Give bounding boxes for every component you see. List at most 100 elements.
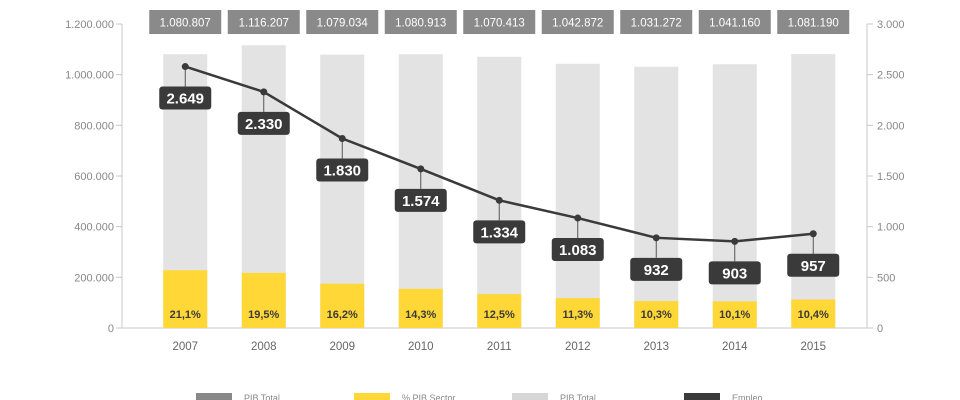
empleo-label-box [787, 253, 840, 277]
y-left-tick-label: 1.000.000 [65, 70, 114, 82]
empleo-label-box [394, 188, 447, 212]
pib-total-label: 1.070.413 [474, 18, 525, 30]
pib-total-bar [634, 66, 679, 329]
x-tick-label: 2007 [172, 341, 198, 353]
empleo-label-box [237, 111, 290, 135]
x-tick-label: 2011 [487, 341, 512, 353]
empleo-point [809, 230, 817, 238]
y-left-tick-label: 1.200.000 [65, 19, 114, 31]
empleo-label-box [316, 158, 369, 182]
pib-sector-pct-label: 16,2% [327, 309, 358, 321]
pib-sector-bar [398, 288, 443, 328]
pib-total-label-box [306, 10, 379, 34]
y-right-tick-label: 3.000 [877, 19, 905, 31]
empleo-label-box [473, 220, 526, 244]
empleo-point [652, 234, 660, 242]
pib-sector-pct-label: 10,3% [641, 309, 672, 321]
x-tick-label: 2008 [251, 341, 277, 353]
pib-total-label-box [384, 10, 457, 34]
y-right-tick-label: 500 [877, 272, 895, 284]
pib-sector-bar [477, 294, 522, 328]
empleo-point [495, 196, 503, 204]
pib-total-label-box [541, 10, 614, 34]
legend-label: Empleo [732, 393, 763, 400]
empleo-point [417, 165, 425, 173]
y-left-tick-label: 0 [108, 323, 114, 335]
empleo-label-box [630, 257, 683, 281]
pib-sector-bar [634, 301, 679, 328]
pib-total-label-box [620, 10, 693, 34]
empleo-point [574, 214, 582, 222]
y-right-tick-label: 1.000 [877, 222, 905, 234]
y-right-tick-label: 2.000 [877, 120, 905, 132]
y-right-tick-label: 1.500 [877, 171, 905, 183]
pib-total-label: 1.080.913 [395, 18, 446, 30]
legend-label: PIB Total [244, 393, 280, 400]
x-tick-label: 2012 [565, 341, 591, 353]
empleo-label: 2.649 [166, 91, 204, 108]
empleo-label: 2.330 [245, 116, 283, 133]
x-tick-label: 2014 [722, 341, 748, 353]
empleo-label-box [159, 86, 212, 110]
pib-total-label: 1.079.034 [317, 18, 369, 30]
legend-label: % PIB Sector [402, 393, 456, 400]
legend-swatch [684, 393, 720, 400]
y-left-tick-label: 400.000 [74, 222, 114, 234]
x-tick-label: 2010 [408, 341, 434, 353]
empleo-label: 932 [644, 262, 669, 279]
pib-sector-bar [320, 283, 365, 328]
empleo-point [260, 88, 268, 96]
empleo-label-box [551, 238, 604, 262]
legend-swatch [354, 393, 390, 400]
pib-sector-bar [241, 272, 286, 328]
pib-total-label: 1.080.807 [160, 18, 211, 30]
pib-sector-pct-label: 12,5% [484, 309, 515, 321]
y-left-tick-label: 200.000 [74, 272, 114, 284]
pib-total-bar [555, 63, 600, 329]
pib-total-label: 1.041.160 [709, 18, 760, 30]
pib-sector-bar [791, 299, 836, 328]
empleo-label: 1.830 [323, 163, 361, 180]
pib-total-bar [791, 54, 836, 328]
empleo-label: 957 [801, 258, 826, 275]
pib-total-bar [320, 54, 365, 329]
pib-total-label-box [227, 10, 300, 34]
pib-sector-pct-label: 10,1% [719, 309, 750, 321]
empleo-label: 1.574 [402, 193, 440, 210]
empleo-label: 1.083 [559, 242, 597, 259]
y-right-tick-label: 0 [877, 323, 883, 335]
pib-sector-pct-label: 14,3% [405, 309, 436, 321]
pib-total-label-box [777, 10, 850, 34]
pib-sector-pct-label: 11,3% [562, 309, 593, 321]
pib-total-label: 1.042.872 [552, 18, 603, 30]
x-tick-label: 2013 [643, 341, 669, 353]
pib-total-label: 1.116.207 [239, 18, 289, 30]
pib-total-label: 1.031.272 [631, 18, 682, 30]
y-left-tick-label: 600.000 [74, 171, 114, 183]
pib-sector-bar [163, 270, 208, 328]
empleo-point [731, 237, 739, 245]
empleo-point [181, 63, 189, 71]
empleo-label: 903 [722, 265, 747, 282]
pib-sector-pct-label: 19,5% [248, 309, 279, 321]
pib-total-label-box [463, 10, 536, 34]
pib-total-label-box [149, 10, 222, 34]
pib-total-bar [477, 56, 522, 328]
pib-total-label: 1.081.190 [788, 18, 839, 30]
pib-sector-pct-label: 10,4% [798, 309, 829, 321]
legend-swatch [196, 393, 232, 400]
pib-total-label-box [698, 10, 771, 34]
empleo-label: 1.334 [480, 224, 518, 241]
legend-swatch [512, 393, 548, 400]
pib-total-bar [712, 64, 757, 328]
legend-label: PIB Total [560, 393, 596, 400]
pib-sector-bar [555, 298, 600, 328]
empleo-label-box [708, 261, 761, 285]
pib-sector-pct-label: 21,1% [170, 309, 201, 321]
empleo-point [338, 135, 346, 143]
y-right-tick-label: 2.500 [877, 70, 905, 82]
x-tick-label: 2015 [800, 341, 826, 353]
y-left-tick-label: 800.000 [74, 120, 114, 132]
x-tick-label: 2009 [329, 341, 355, 353]
